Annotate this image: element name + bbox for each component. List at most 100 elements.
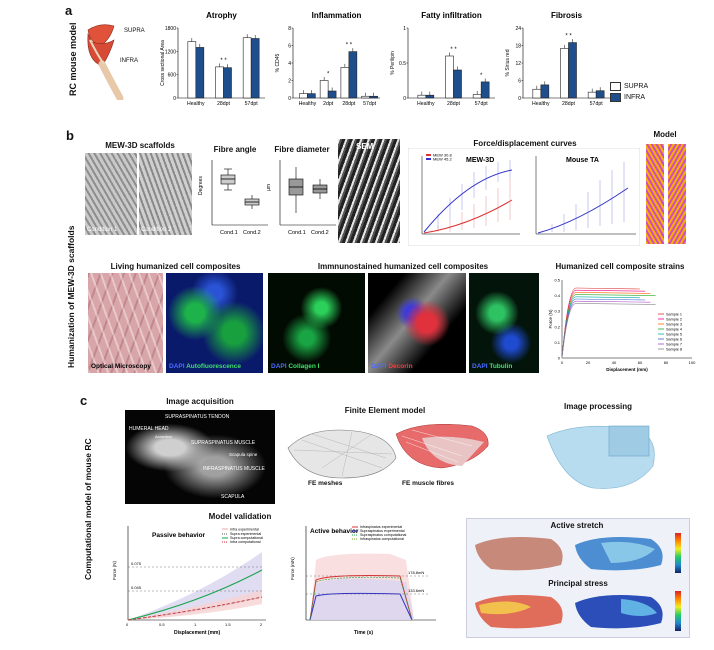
- bar-chart-title: Inflammation: [312, 11, 362, 20]
- bar-chart-ytick: 600: [168, 73, 177, 79]
- bar-chart-ylabel: % CD45: [275, 53, 281, 72]
- simulation-panel: Active stretch Principal stress: [466, 518, 690, 638]
- bar-chart-xtick: Healthy: [187, 101, 205, 107]
- bar-chart-xtick: Healthy: [417, 101, 435, 107]
- active-legend-4: Infraspinatus computational: [360, 537, 404, 541]
- panel-a-label: a: [65, 3, 73, 18]
- bar-chart-ytick: 6: [288, 44, 291, 50]
- strain-curve: [561, 296, 641, 359]
- bar-chart-ytick: 0: [288, 96, 291, 102]
- fibre-diameter-ylabel: µm: [266, 184, 272, 191]
- decorin-image: DAPI Decorin: [368, 273, 466, 373]
- strain-xtick: 100: [689, 360, 696, 365]
- active-xlabel: Time (s): [354, 630, 373, 636]
- panel-c-side-label: Computational model of mouse RC: [83, 438, 93, 580]
- bar-chart-ytick: 18: [515, 44, 521, 50]
- bar-chart-0: Atrophy Cross sectional Area 0 600 1200 1800 H…: [160, 11, 265, 107]
- collagen-caption-dapi: DAPI: [271, 363, 287, 370]
- fibre-diameter-xlabel-1: Cond.1: [288, 230, 306, 236]
- legend-supra-label: SUPRA: [624, 83, 649, 90]
- panel-c-label: c: [80, 393, 88, 408]
- force-title: Force/displacement curves: [473, 139, 577, 148]
- significance-star: *: [327, 72, 330, 78]
- strain-legend-label: Sample 6: [666, 338, 682, 342]
- strain-ytick: 0.1: [554, 340, 560, 345]
- passive-annot-2: 0.045: [131, 585, 142, 590]
- fe-meshes-image: [287, 429, 397, 479]
- legend-infra: INFRA: [610, 93, 648, 102]
- fibre-angle-ylabel: Degrees: [198, 176, 204, 195]
- strain-xtick: 60: [638, 360, 643, 365]
- mouse-chart-title: Mouse TA: [566, 157, 599, 164]
- significance-star: *: [480, 73, 483, 79]
- decorin-caption: DAPI Decorin: [371, 363, 413, 370]
- bar-infra: [369, 95, 378, 99]
- autofluorescence-image: DAPI Autofluorescence: [166, 273, 263, 373]
- model-image-right: [668, 144, 686, 244]
- bar-supra: [472, 94, 482, 99]
- acq-label-spine: Scapula spine: [229, 452, 258, 457]
- bar-chart-xtick: Healthy: [532, 101, 550, 107]
- passive-title: Passive behavior: [152, 532, 206, 539]
- bar-chart-ytick: 4: [288, 61, 291, 67]
- bar-chart-ytick: 24: [515, 26, 521, 32]
- validation-title: Model validation: [208, 512, 272, 521]
- strain-curve: [561, 300, 651, 359]
- passive-xtick-2: 2: [260, 622, 263, 627]
- model-title: Model: [653, 130, 677, 139]
- bar-infra: [223, 67, 232, 99]
- bar-chart-1: Inflammation % CD45 0 2 4 6 8 Healthy 2dpt * 28dpt…: [275, 11, 380, 107]
- bar-infra: [348, 51, 358, 99]
- strain-legend-label: Sample 4: [666, 328, 682, 332]
- bar-supra: [215, 66, 224, 99]
- bar-infra: [195, 47, 205, 99]
- acquisition-title: Image acquisition: [166, 397, 234, 406]
- bar-infra: [453, 69, 462, 99]
- active-chart: 178.8mN 133.6mN Active behavior Force (m…: [290, 525, 436, 636]
- immuno-title: Immnunostained humanized cell composites: [317, 262, 489, 271]
- mew-legend-1: MEW 30.8: [433, 153, 452, 158]
- bar-chart-ytick: 1200: [165, 49, 176, 55]
- bar-supra: [340, 67, 350, 99]
- strain-chart: 0 20 40 60 80 100 0 0.1 0.2 0.3 0.4 0.5 Displacement…: [548, 278, 696, 373]
- strain-ytick: 0.4: [554, 293, 560, 298]
- significance-star: * *: [220, 58, 227, 64]
- bar-chart-xtick: 57dpt: [590, 101, 604, 107]
- strain-xtick: 0: [561, 360, 564, 365]
- panel-b-side-label: Humanization of MEW-3D scaffolds: [66, 225, 76, 368]
- bar-supra: [187, 41, 197, 99]
- bar-chart-3: Fibrosis % Sirius red 0 6 12 18 24 Healthy 28dpt…: [505, 11, 610, 107]
- processing-shape: [546, 425, 655, 489]
- active-annot-2: 133.6mN: [408, 588, 424, 593]
- bar-chart-ytick: 6: [518, 79, 521, 85]
- bar-supra: [299, 93, 308, 99]
- legend-infra-swatch: [610, 93, 621, 102]
- acquisition-image: SUPRASPINATUS TENDON HUMERAL HEAD Acromi…: [125, 410, 275, 504]
- panel-b-label: b: [66, 128, 74, 143]
- bar-chart-xtick: Healthy: [299, 101, 317, 107]
- optical-caption: Optical Microscopy: [91, 363, 151, 370]
- strain-title: Humanized cell composite strains: [555, 262, 685, 271]
- scaffold-image-2: Condition 2: [139, 153, 192, 235]
- strain-legend-label: Sample 8: [666, 348, 682, 352]
- fibre-diameter-boxplot: µm Cond.1 Cond.2: [266, 160, 336, 236]
- sem-label: SEM: [356, 142, 374, 151]
- bar-supra: [445, 55, 454, 99]
- bar-infra: [425, 94, 435, 99]
- active-annot-1: 178.8mN: [408, 570, 424, 575]
- significance-star: * *: [346, 43, 353, 49]
- model-image-left: [646, 144, 664, 244]
- autofluor-caption: DAPI Autofluorescence: [169, 363, 241, 370]
- passive-xtick-1: 1: [194, 622, 197, 627]
- bar-infra: [250, 38, 260, 99]
- bar-chart-title: Fibrosis: [551, 11, 583, 20]
- infra-label: INFRA: [120, 58, 138, 64]
- bar-chart-ytick: 0: [173, 96, 176, 102]
- bar-supra: [361, 95, 370, 99]
- principal-stress-title: Principal stress: [548, 579, 608, 588]
- fibre-angle-xlabel-1: Cond.1: [220, 230, 238, 236]
- fibre-angle-xlabel-2: Cond.2: [243, 230, 261, 236]
- panel-a-side-label: RC mouse model: [68, 22, 78, 96]
- principal-stress-image: [475, 595, 663, 629]
- bar-infra: [480, 81, 490, 99]
